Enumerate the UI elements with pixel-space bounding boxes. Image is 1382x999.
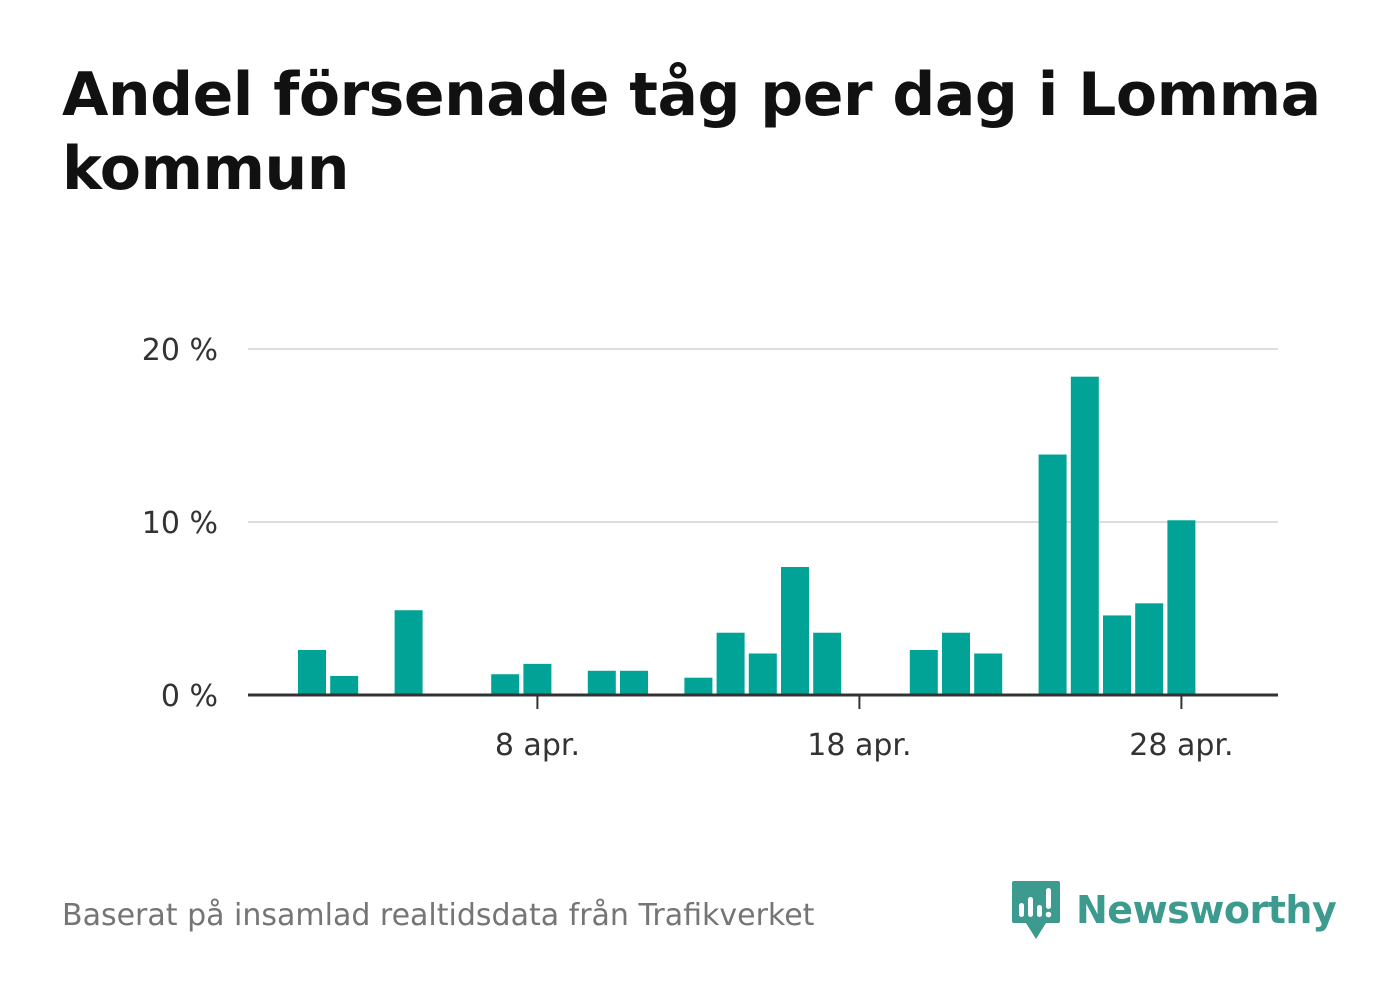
grid-lines	[248, 348, 1278, 523]
bars	[298, 376, 1196, 695]
bar	[1167, 520, 1196, 695]
bar	[974, 653, 1003, 695]
tick-labels: 0 % 10 % 20 % 8 apr. 18 apr. 28 apr.	[142, 333, 1234, 763]
bar	[298, 650, 326, 695]
source-note: Baserat på insamlad realtidsdata från Tr…	[62, 898, 815, 933]
x-tick-label: 28 apr.	[1129, 728, 1233, 763]
bar-chart: 0 % 10 % 20 % 8 apr. 18 apr. 28 apr.	[142, 333, 1278, 763]
bar	[620, 670, 648, 695]
bar	[1135, 603, 1164, 695]
chart-title: Andel försenade tåg per dag i Lomma komm…	[62, 60, 1321, 204]
brand-logo[interactable]: Newsworthy	[1010, 878, 1337, 942]
bar	[587, 670, 616, 695]
brand-name: Newsworthy	[1076, 888, 1337, 932]
bar	[684, 677, 713, 695]
bar	[394, 610, 423, 695]
y-tick-label: 10 %	[142, 506, 218, 541]
bar	[909, 650, 938, 695]
bar	[491, 674, 520, 695]
bar	[1103, 615, 1131, 695]
bar	[523, 663, 552, 695]
bar	[748, 653, 777, 695]
bar	[781, 566, 809, 695]
bar	[813, 632, 842, 695]
y-tick-label: 20 %	[142, 333, 218, 368]
axes	[248, 693, 1278, 709]
x-tick-label: 18 apr.	[807, 728, 911, 763]
x-tick-label: 8 apr.	[495, 728, 580, 763]
bar	[942, 632, 970, 695]
y-tick-label: 0 %	[161, 679, 218, 714]
bar	[1038, 454, 1067, 695]
bar	[716, 632, 745, 695]
newsworthy-logo-icon	[1012, 881, 1060, 939]
bar	[1070, 376, 1099, 695]
bar	[330, 675, 359, 695]
